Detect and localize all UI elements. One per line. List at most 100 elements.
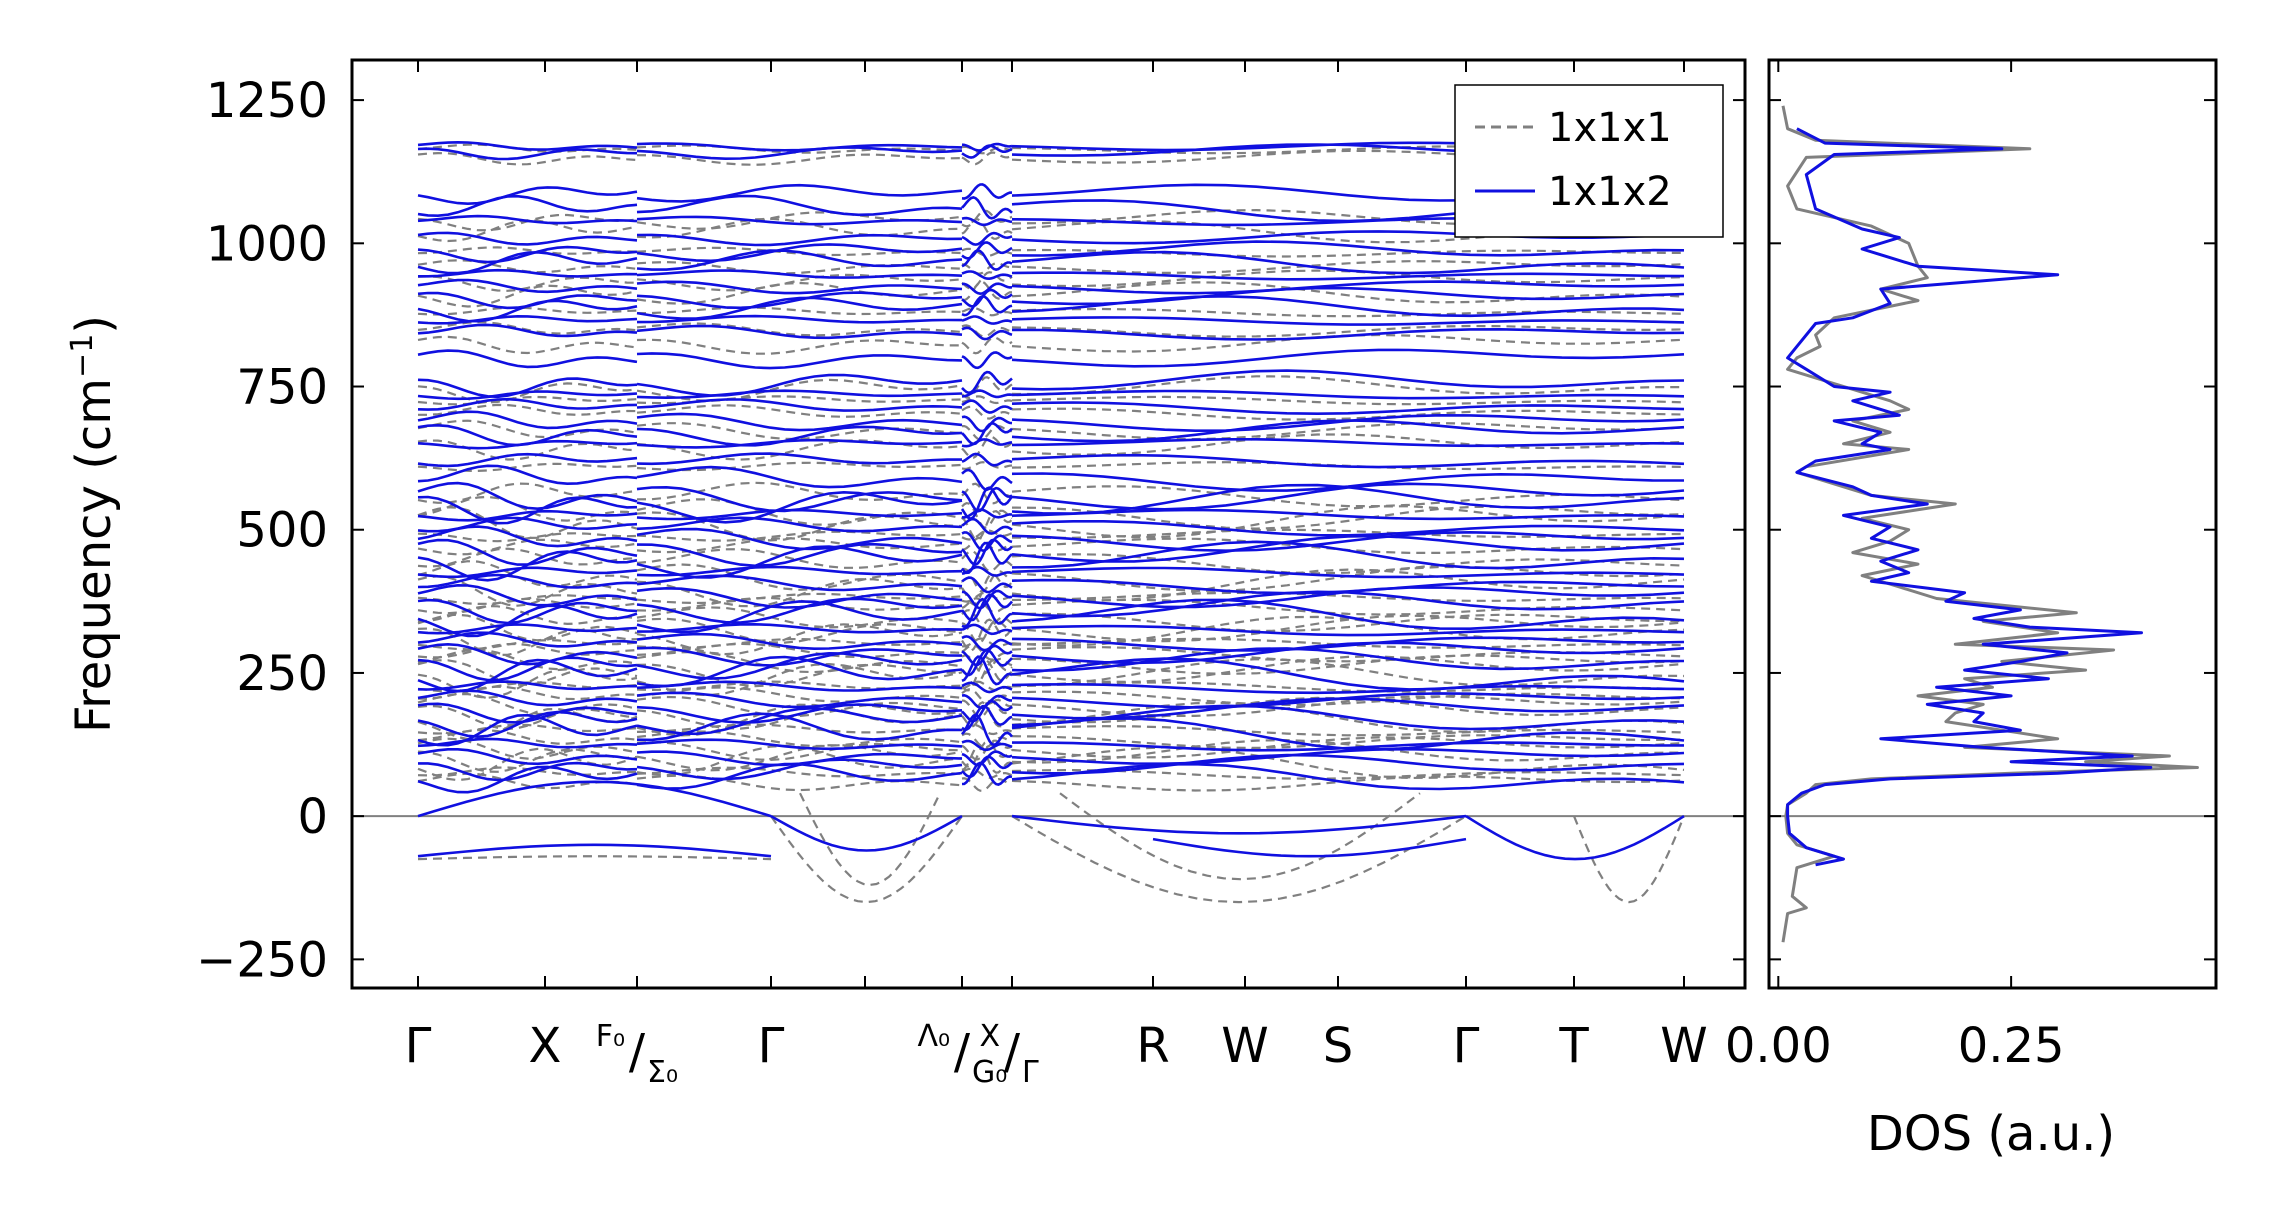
band-line-1x1x1 [1012,735,1684,748]
band-line-1x1x2 [637,454,962,464]
band-line-1x1x2 [637,567,962,575]
band-line-1x1x2 [418,625,637,634]
x-tick-label-slash: / [954,1024,971,1080]
soft-mode-1x1x2 [771,816,962,850]
x-tick-label-top: Λ₀ [917,1019,950,1054]
band-line-1x1x2 [637,576,962,590]
dos-x-tick-label: 0.00 [1725,1018,1832,1074]
x-tick-label-bottom: Σ₀ [647,1055,678,1090]
band-line-1x1x2 [962,488,1012,511]
x-tick-label-slash: / [1004,1024,1021,1080]
band-line-1x1x2 [637,185,962,201]
band-line-1x1x2 [637,271,962,278]
x-tick-label: Γ [405,1018,432,1074]
dos-frame [1769,60,2216,988]
band-line-1x1x1 [962,462,1012,469]
x-tick-label-top: F₀ [596,1019,625,1054]
x-tick-label: X [529,1018,562,1074]
x-tick-label: T [1558,1018,1589,1074]
band-line-1x1x2 [418,280,637,292]
band-line-1x1x2 [1012,421,1684,442]
x-tick-label: R [1136,1018,1169,1074]
band-line-1x1x2 [962,242,1012,258]
band-line-1x1x2 [418,187,637,203]
soft-mode-1x1x2 [1012,816,1466,833]
band-line-1x1x1 [637,607,962,627]
band-line-1x1x2 [637,282,962,293]
band-line-1x1x1 [418,484,637,503]
band-line-1x1x2 [1012,542,1684,568]
band-line-1x1x1 [418,153,637,164]
band-line-1x1x2 [1012,455,1684,467]
y-axis-label-close: ) [66,315,122,334]
band-line-1x1x2 [418,233,637,245]
y-axis-label-base: Frequency (cm [66,378,122,733]
band-line-1x1x2 [1012,391,1684,398]
band-line-1x1x2 [418,454,637,466]
x-tick-label: W [1660,1018,1707,1074]
band-line-1x1x2 [962,184,1012,198]
legend-label-1x1x1: 1x1x1 [1548,105,1672,151]
soft-mode-1x1x1 [1012,816,1466,902]
y-tick-label: 500 [236,503,328,559]
soft-mode-1x1x1 [1060,793,1420,879]
band-line-1x1x2 [418,216,637,223]
band-line-1x1x1 [418,260,637,272]
band-line-1x1x2 [962,372,1012,393]
band-line-1x1x2 [418,196,637,216]
soft-mode-1x1x1 [418,856,771,859]
legend: 1x1x1 1x1x2 [1455,85,1723,237]
band-line-1x1x2 [637,196,962,215]
x-tick-label: Γ [758,1018,785,1074]
x-tick-label: W [1221,1018,1268,1074]
y-tick-label: 1250 [206,73,328,129]
y-axis-label-exponent: −1 [65,334,100,378]
dos-x-axis-label: DOS (a.u.) [1867,1106,2115,1162]
legend-label-1x1x2: 1x1x2 [1548,169,1672,215]
band-line-1x1x2 [962,741,1012,750]
phonon-figure: −250025050075010001250 Γ X F₀ / Σ₀ Γ Λ₀ / G₀X / Γ R… [0,0,2271,1220]
band-line-1x1x2 [637,326,962,338]
dos-x-tick-label: 0.25 [1958,1018,2065,1074]
band-line-1x1x2 [962,470,1012,490]
x-tick-label: Γ [1453,1018,1480,1074]
band-line-1x1x2 [637,217,962,224]
y-tick-label: −250 [196,932,328,988]
band-line-1x1x2 [637,375,962,396]
x-tick-label-bottom: Γ [1022,1055,1039,1090]
y-tick-label: 750 [236,360,328,416]
band-line-1x1x1 [1012,335,1684,352]
x-tick-label-bottom: G₀ [972,1055,1007,1090]
band-line-1x1x2 [637,487,962,511]
band-line-1x1x2 [962,197,1012,218]
band-line-1x1x2 [637,467,962,487]
band-line-1x1x2 [637,293,962,308]
dos-ticks: 0.00 0.25 [1725,60,2216,1074]
band-line-1x1x2 [637,740,962,749]
y-tick-label: 0 [297,789,328,845]
band-line-1x1x2 [637,353,962,368]
x-tick-label-split: F₀ / Σ₀ [596,1019,678,1090]
band-line-1x1x2 [962,218,1012,225]
band-line-1x1x2 [418,749,637,764]
band-structure-series [418,142,1684,902]
band-line-1x1x2 [962,317,1012,324]
band-line-1x1x2 [962,353,1012,368]
soft-mode-1x1x2 [418,782,771,816]
band-line-1x1x1 [637,340,962,354]
band-line-1x1x2 [637,440,962,447]
y-tick-label: 250 [236,646,328,702]
band-line-1x1x2 [637,235,962,245]
x-tick-label: S [1323,1018,1353,1074]
y-tick-label: 1000 [206,216,328,272]
soft-mode-1x1x2 [1153,839,1466,856]
band-line-1x1x1 [418,421,637,437]
band-line-1x1x2 [637,414,962,430]
band-structure-panel: −250025050075010001250 Γ X F₀ / Σ₀ Γ Λ₀ / G₀X / Γ R… [65,60,1745,1090]
y-axis-label: Frequency (cm−1) [65,315,122,733]
dos-line-1x1x2 [1788,129,2151,865]
band-line-1x1x2 [1012,317,1684,324]
soft-mode-1x1x2 [418,845,771,856]
x-tick-label-top: X [979,1019,1000,1054]
band-line-1x1x2 [1012,706,1684,729]
